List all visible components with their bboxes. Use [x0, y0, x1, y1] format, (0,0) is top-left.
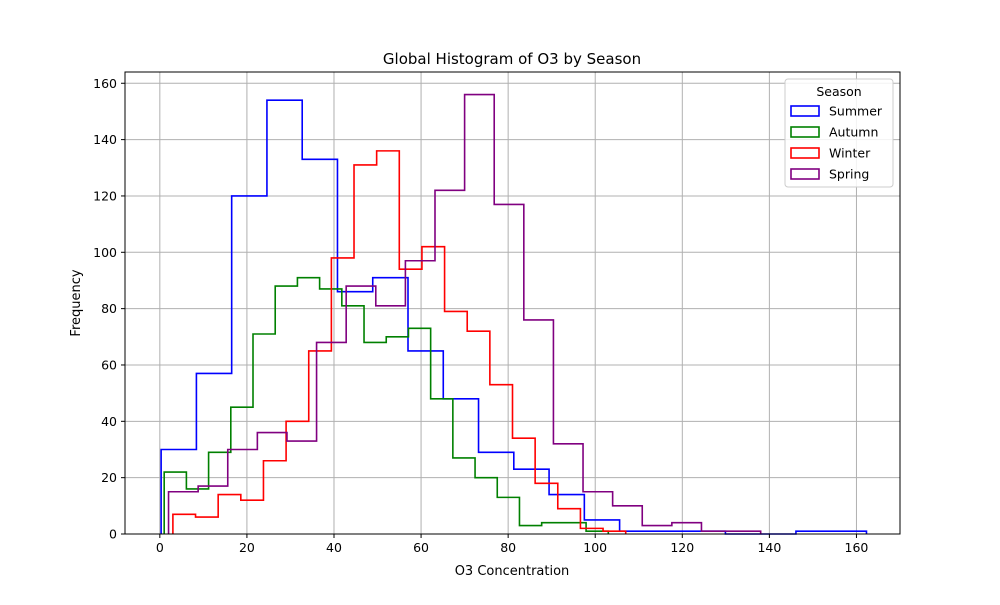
- legend-label: Spring: [829, 167, 869, 182]
- x-tick-label: 160: [845, 540, 869, 555]
- x-tick-label: 140: [757, 540, 781, 555]
- x-tick-label: 60: [413, 540, 429, 555]
- legend: Season Summer Autumn Winter Spring: [784, 78, 894, 188]
- legend-label: Winter: [829, 146, 871, 161]
- series-summer-step: [160, 99, 868, 535]
- legend-swatch: [790, 105, 820, 117]
- y-tick-label: 140: [93, 132, 117, 147]
- y-tick-label: 160: [93, 76, 117, 91]
- x-tick-label: 100: [583, 540, 607, 555]
- legend-items: Summer Autumn Winter Spring: [790, 104, 883, 182]
- y-tick-label: 0: [109, 527, 117, 542]
- x-axis-label: O3 Concentration: [455, 564, 570, 579]
- x-tick-label: 0: [156, 540, 164, 555]
- y-axis-label: Frequency: [69, 269, 84, 336]
- series-winter-step: [172, 150, 627, 534]
- ticks: 0 20 40 60 80 100 120 140 160 0 20 40 60 80 100 120 140 1…: [93, 76, 868, 555]
- x-tick-label: 120: [670, 540, 694, 555]
- series-spring-step: [167, 93, 762, 534]
- series-layer: [160, 93, 868, 535]
- legend-item-autumn: Autumn: [790, 125, 878, 140]
- legend-swatch: [790, 168, 820, 180]
- y-tick-label: 40: [101, 414, 117, 429]
- legend-title: Season: [816, 84, 861, 99]
- y-tick-label: 100: [93, 245, 117, 260]
- legend-item-spring: Spring: [790, 167, 869, 182]
- x-tick-label: 40: [326, 540, 342, 555]
- plot-frame: [124, 71, 901, 535]
- legend-item-winter: Winter: [790, 146, 871, 161]
- legend-item-summer: Summer: [790, 104, 883, 119]
- y-tick-label: 20: [101, 470, 117, 485]
- legend-swatch: [790, 126, 820, 138]
- y-tick-label: 120: [93, 188, 117, 203]
- series-autumn-step: [163, 276, 610, 534]
- x-tick-label: 20: [239, 540, 255, 555]
- y-tick-label: 60: [101, 357, 117, 372]
- legend-swatch: [790, 147, 820, 159]
- y-tick-label: 80: [101, 301, 117, 316]
- grid: [125, 72, 900, 535]
- x-tick-label: 80: [500, 540, 516, 555]
- chart-title: Global Histogram of O3 by Season: [383, 50, 641, 68]
- legend-label: Summer: [829, 104, 883, 119]
- legend-label: Autumn: [829, 125, 878, 140]
